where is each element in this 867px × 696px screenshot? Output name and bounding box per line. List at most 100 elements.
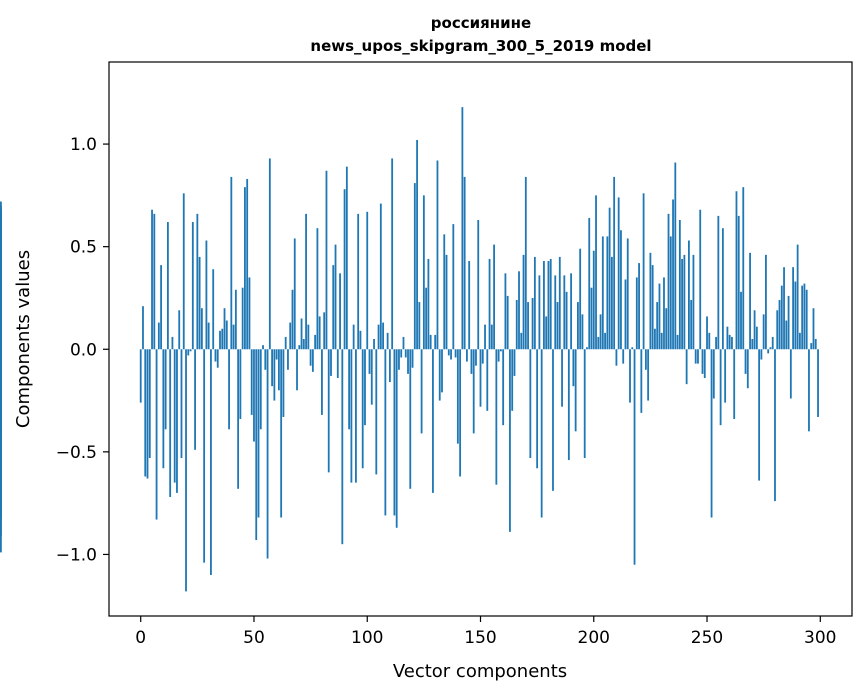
bar <box>216 349 219 368</box>
bar <box>370 349 373 405</box>
bar <box>518 271 520 350</box>
bar <box>735 191 738 350</box>
y-axis-ticks: −1.0 −0.5 0.0 0.5 1.0 <box>56 135 109 565</box>
bar <box>617 197 620 350</box>
bar <box>783 267 785 350</box>
bar <box>237 349 240 489</box>
bar <box>388 349 391 383</box>
bar <box>755 326 758 350</box>
x-tick-label: 100 <box>351 628 383 648</box>
bar <box>778 300 781 350</box>
bar <box>767 349 770 354</box>
bar <box>697 349 699 364</box>
bar <box>665 308 668 350</box>
bar <box>309 349 312 366</box>
bar <box>228 349 230 430</box>
bar <box>647 349 650 401</box>
bar <box>377 324 380 350</box>
bar <box>760 349 763 360</box>
bar <box>407 349 409 374</box>
bar <box>191 222 194 350</box>
bar <box>744 349 747 374</box>
bar <box>610 256 613 350</box>
x-tick-label: 0 <box>135 628 146 648</box>
bar <box>536 349 539 469</box>
bar <box>692 254 695 350</box>
bar <box>597 336 600 350</box>
bar <box>246 178 249 350</box>
bar <box>506 295 509 350</box>
bar <box>271 349 273 387</box>
bar <box>264 349 267 370</box>
y-tick-label: 0.5 <box>70 238 97 258</box>
bar <box>638 263 640 350</box>
bar <box>413 183 416 350</box>
bar <box>620 230 622 350</box>
bar <box>663 277 665 350</box>
bar <box>219 330 221 350</box>
bar <box>0 349 2 364</box>
bar <box>366 211 369 350</box>
bar <box>142 306 144 350</box>
bar <box>572 349 575 387</box>
bar <box>531 297 534 350</box>
bar <box>719 349 722 426</box>
bar <box>540 349 543 518</box>
bar <box>350 349 353 483</box>
bar <box>357 213 360 350</box>
bar <box>441 349 443 393</box>
bar <box>656 302 659 350</box>
bar <box>622 349 625 364</box>
bar <box>615 349 618 366</box>
bar <box>789 349 792 399</box>
bar <box>490 324 493 350</box>
bar <box>178 310 181 350</box>
plot-area-frame <box>108 61 853 617</box>
bar <box>425 287 428 350</box>
bar <box>169 349 172 497</box>
bar <box>649 252 652 350</box>
y-tick-label: −0.5 <box>56 443 97 463</box>
bar <box>590 287 593 350</box>
bar <box>710 349 713 518</box>
bar <box>382 322 384 350</box>
bar <box>479 349 482 407</box>
bar <box>327 349 330 473</box>
bar <box>667 213 670 350</box>
bar <box>359 330 362 350</box>
bar <box>753 310 756 350</box>
chart-title-line-2: news_upos_skipgram_300_5_2019 model <box>310 37 651 55</box>
bar <box>268 158 271 350</box>
bar <box>334 244 337 350</box>
x-tick-label: 50 <box>243 628 265 648</box>
bar <box>148 349 151 459</box>
bar <box>447 349 450 356</box>
bar <box>259 349 262 430</box>
bar <box>361 349 364 469</box>
bar <box>429 334 432 350</box>
bar <box>538 275 541 350</box>
bar <box>552 349 554 491</box>
bar <box>409 349 412 489</box>
bar <box>153 213 156 350</box>
bar <box>255 349 258 541</box>
bar <box>733 349 736 420</box>
bar <box>592 250 595 350</box>
bar <box>221 328 224 350</box>
bar <box>708 332 711 350</box>
bar <box>477 219 480 350</box>
bar <box>398 349 400 370</box>
bar <box>443 234 446 350</box>
bar <box>504 273 507 350</box>
bar <box>701 349 704 374</box>
bar <box>198 256 201 350</box>
bar <box>341 349 344 545</box>
y-tick-label: 0.0 <box>70 340 97 360</box>
bar <box>461 107 464 350</box>
bar <box>688 240 690 350</box>
bar <box>561 349 563 407</box>
bar <box>189 349 192 352</box>
bar <box>384 349 387 516</box>
x-tick-label: 150 <box>464 628 496 648</box>
bar <box>253 349 255 442</box>
